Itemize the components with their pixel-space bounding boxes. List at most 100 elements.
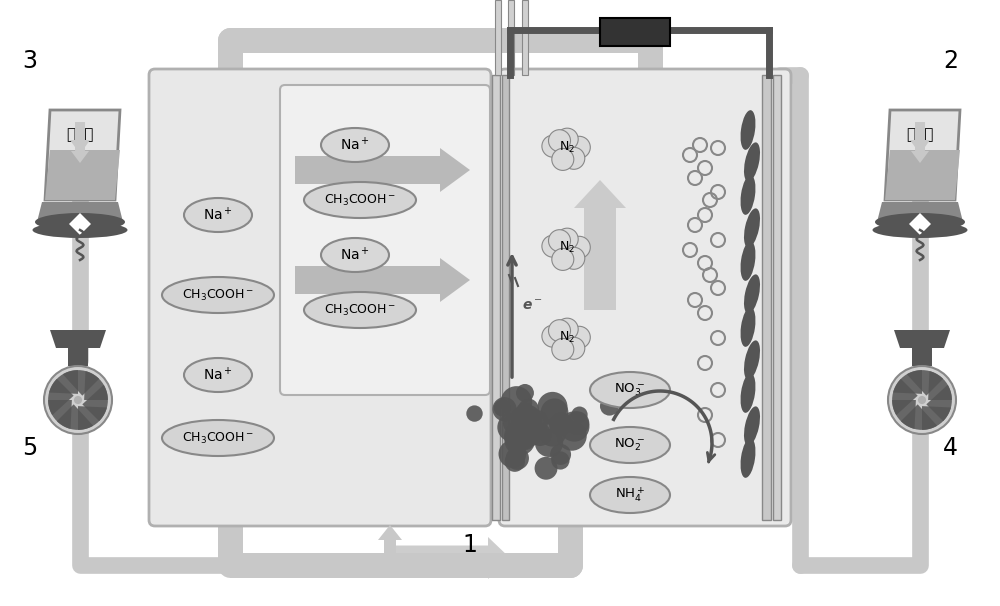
Text: Na$^+$: Na$^+$ <box>340 136 370 154</box>
Circle shape <box>571 407 588 423</box>
FancyArrow shape <box>70 122 90 154</box>
Circle shape <box>44 366 112 434</box>
FancyArrow shape <box>910 122 930 154</box>
Circle shape <box>535 457 558 480</box>
Polygon shape <box>928 371 952 400</box>
Ellipse shape <box>321 128 389 162</box>
Polygon shape <box>892 379 918 415</box>
Polygon shape <box>57 404 93 430</box>
Polygon shape <box>45 150 120 200</box>
Circle shape <box>497 413 526 442</box>
Circle shape <box>554 244 576 266</box>
Text: 4: 4 <box>943 436 958 460</box>
Text: NO$_2^-$: NO$_2^-$ <box>614 437 646 453</box>
Circle shape <box>512 407 529 424</box>
Text: 5: 5 <box>22 436 37 460</box>
Circle shape <box>513 427 532 447</box>
Ellipse shape <box>744 275 760 314</box>
Circle shape <box>918 396 926 404</box>
Circle shape <box>74 396 82 404</box>
Polygon shape <box>877 202 963 222</box>
Circle shape <box>556 228 578 250</box>
Ellipse shape <box>741 307 755 347</box>
Circle shape <box>494 399 511 416</box>
Circle shape <box>499 440 526 468</box>
Ellipse shape <box>32 222 128 238</box>
Circle shape <box>516 431 535 450</box>
Ellipse shape <box>741 438 755 478</box>
Ellipse shape <box>304 182 416 218</box>
Text: e$^-$: e$^-$ <box>522 299 543 313</box>
Circle shape <box>492 397 517 421</box>
Circle shape <box>542 325 564 347</box>
FancyBboxPatch shape <box>499 69 791 526</box>
Circle shape <box>505 451 525 472</box>
Circle shape <box>548 230 570 251</box>
Circle shape <box>568 136 590 158</box>
Polygon shape <box>894 330 950 348</box>
Text: 3: 3 <box>22 49 37 73</box>
Polygon shape <box>48 400 72 429</box>
Text: NH$_4^+$: NH$_4^+$ <box>615 485 645 504</box>
Circle shape <box>504 425 535 456</box>
FancyArrow shape <box>71 135 89 163</box>
Text: N$_2$: N$_2$ <box>559 239 575 255</box>
Text: 1: 1 <box>462 533 477 557</box>
Circle shape <box>518 399 539 419</box>
Bar <box>773 75 781 520</box>
Bar <box>762 75 771 520</box>
Circle shape <box>888 366 956 434</box>
Ellipse shape <box>590 477 670 513</box>
Circle shape <box>466 405 483 422</box>
Ellipse shape <box>304 292 416 328</box>
FancyArrow shape <box>378 525 402 555</box>
Circle shape <box>556 128 578 150</box>
Polygon shape <box>49 370 78 394</box>
Circle shape <box>538 392 568 422</box>
Text: Na$^+$: Na$^+$ <box>340 247 370 264</box>
Polygon shape <box>78 406 107 430</box>
Circle shape <box>506 447 529 470</box>
Circle shape <box>550 444 571 465</box>
Polygon shape <box>893 370 922 394</box>
FancyArrow shape <box>295 258 470 302</box>
Ellipse shape <box>162 277 274 313</box>
Circle shape <box>552 338 574 361</box>
Circle shape <box>551 451 570 470</box>
Circle shape <box>503 415 521 433</box>
Polygon shape <box>69 213 91 235</box>
Circle shape <box>519 425 541 447</box>
Polygon shape <box>50 330 106 348</box>
Circle shape <box>542 235 564 257</box>
Circle shape <box>565 411 589 435</box>
Circle shape <box>559 411 589 442</box>
Bar <box>912 348 932 366</box>
Ellipse shape <box>35 213 125 231</box>
Circle shape <box>568 236 590 258</box>
Text: 汲取液: 汲取液 <box>66 127 94 142</box>
Circle shape <box>548 130 570 152</box>
Circle shape <box>568 326 590 348</box>
Polygon shape <box>63 370 99 396</box>
FancyBboxPatch shape <box>149 69 491 526</box>
Circle shape <box>516 402 534 420</box>
Text: CH$_3$COOH$^-$: CH$_3$COOH$^-$ <box>324 302 396 318</box>
Ellipse shape <box>741 175 755 215</box>
Circle shape <box>524 410 548 434</box>
Circle shape <box>600 397 619 416</box>
Circle shape <box>563 247 585 269</box>
Bar <box>495 0 501 75</box>
Circle shape <box>563 147 585 169</box>
Text: N$_2$: N$_2$ <box>559 330 575 345</box>
Text: Na$^+$: Na$^+$ <box>203 367 233 384</box>
FancyArrow shape <box>295 148 470 192</box>
Circle shape <box>557 421 587 451</box>
Ellipse shape <box>321 238 389 272</box>
FancyArrow shape <box>911 135 929 163</box>
Text: NO$_3^-$: NO$_3^-$ <box>614 382 646 398</box>
Ellipse shape <box>741 373 755 413</box>
Bar <box>600 18 670 46</box>
Circle shape <box>563 338 585 359</box>
Text: Na$^+$: Na$^+$ <box>203 207 233 224</box>
Ellipse shape <box>744 142 760 182</box>
